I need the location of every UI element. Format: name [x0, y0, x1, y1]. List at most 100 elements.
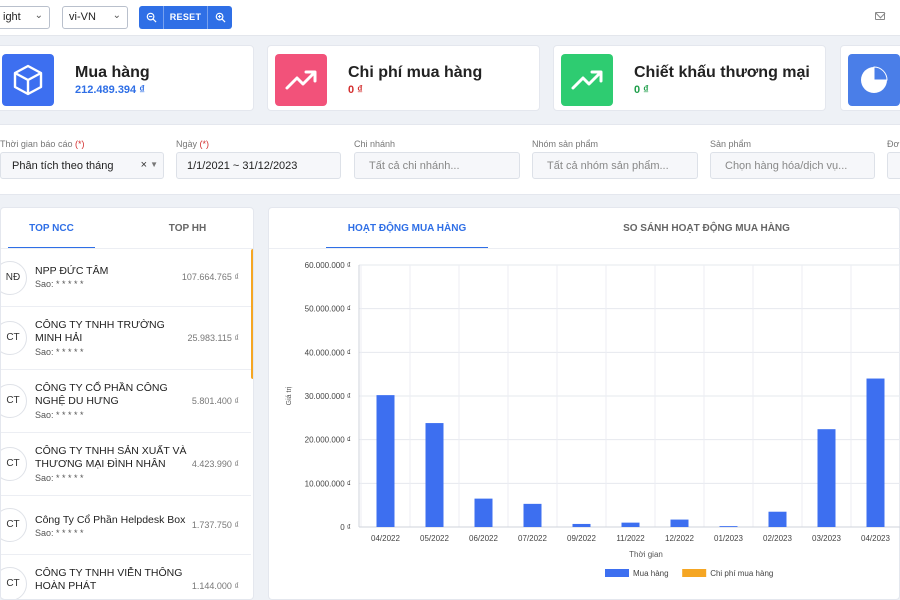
- tab-top-hh[interactable]: TOP HH: [168, 223, 207, 234]
- unit-label: Đơ: [887, 139, 900, 149]
- bar: [474, 498, 493, 527]
- avatar: CT: [1, 447, 27, 481]
- locale-select-value: vi-VN: [69, 11, 96, 23]
- report-time-select[interactable]: Phân tích theo tháng × ▼: [0, 152, 164, 179]
- y-tick-label: 40.000.000 ₫: [305, 348, 351, 357]
- y-tick-label: 60.000.000 ₫: [305, 261, 351, 270]
- supplier-rating: Sao: * * * * *: [35, 528, 84, 538]
- filter-bar: Thời gian báo cáo (*) Phân tích theo thá…: [0, 124, 900, 195]
- zoom-in-button[interactable]: [208, 6, 232, 29]
- y-axis-title: Giá trị: [286, 386, 293, 405]
- chevron-down-icon: ⌄: [112, 10, 121, 21]
- branch-placeholder: Tất cả chi nhánh...: [369, 160, 460, 172]
- list-item[interactable]: CT CÔNG TY CỔ PHẦN CÔNG NGHỆ DU HƯNG Sao…: [1, 370, 251, 433]
- list-scrollbar[interactable]: [251, 249, 253, 379]
- list-item[interactable]: CT CÔNG TY TNHH VIỄN THÔNG HOÀN PHÁT 1.1…: [1, 555, 251, 599]
- y-tick-label: 30.000.000 ₫: [305, 392, 351, 401]
- list-item[interactable]: NĐ NPP ĐỨC TÂM Sao: * * * * * 107.664.76…: [1, 249, 251, 307]
- avatar: CT: [1, 567, 27, 599]
- kpi-card-trade-discount: Chiết khấu thương mại 0 ₫: [553, 45, 826, 111]
- tab-top-ncc[interactable]: TOP NCC: [8, 208, 95, 249]
- supplier-rating: Sao: * * * * *: [35, 473, 84, 483]
- zoom-out-icon: [146, 12, 157, 23]
- x-tick-label: 09/2022: [567, 534, 596, 543]
- supplier-amount: 1.737.750 ₫: [191, 520, 239, 530]
- kpi-title: Chi phí mua hàng: [348, 64, 483, 81]
- branch-select[interactable]: Tất cả chi nhánh...: [354, 152, 520, 179]
- supplier-rating: Sao: * * * * *: [35, 410, 84, 420]
- supplier-amount: 25.983.115 ₫: [187, 333, 240, 343]
- bar: [523, 503, 542, 527]
- zoom-in-icon: [215, 12, 226, 23]
- x-tick-label: 07/2022: [518, 534, 547, 543]
- bar: [866, 378, 885, 527]
- date-range-input[interactable]: 1/1/2021 ~ 31/12/2023: [176, 152, 341, 179]
- bar: [425, 423, 444, 527]
- supplier-name: CÔNG TY TNHH VIỄN THÔNG HOÀN PHÁT: [35, 567, 183, 592]
- x-tick-label: 02/2023: [763, 534, 792, 543]
- x-tick-label: 06/2022: [469, 534, 498, 543]
- kpi-title: Mua hàng: [75, 64, 150, 81]
- bar: [670, 519, 689, 527]
- supplier-amount: 4.423.990 ₫: [191, 459, 239, 469]
- supplier-rating: Sao: * * * * *: [35, 347, 84, 357]
- supplier-amount: 1.144.000 ₫: [191, 581, 239, 591]
- purchase-activity-chart: 0 ₫ 10.000.000 ₫ 20.000.000 ₫ 30.000.000 ₫ 4…: [286, 261, 900, 578]
- product-select[interactable]: Chọn hàng hóa/dịch vụ...: [710, 152, 875, 179]
- list-item[interactable]: CT CÔNG TY TNHH SẢN XUẤT VÀ THƯƠNG MẠI Đ…: [1, 433, 251, 496]
- supplier-name: NPP ĐỨC TÂM: [35, 265, 109, 277]
- x-tick-label: 05/2022: [420, 534, 449, 543]
- bar: [817, 429, 836, 527]
- date-label: Ngày (*): [176, 139, 210, 149]
- branch-label: Chi nhánh: [354, 139, 396, 149]
- avatar: CT: [1, 321, 27, 355]
- zoom-out-button[interactable]: [139, 6, 163, 29]
- reset-button[interactable]: RESET: [163, 6, 208, 29]
- kpi-value: 0 ₫: [348, 84, 363, 96]
- kpi-value: 212.489.394 ₫: [75, 84, 145, 96]
- kpi-card-purchases: Mua hàng 212.489.394 ₫: [0, 45, 254, 111]
- zoom-controls: RESET: [139, 6, 232, 29]
- kpi-title: Chiết khấu thương mại: [634, 64, 810, 81]
- locale-select[interactable]: vi-VN ⌄: [62, 6, 128, 29]
- supplier-name: Công Ty Cổ Phần Helpdesk Box: [35, 514, 186, 526]
- x-tick-label: 01/2023: [714, 534, 743, 543]
- list-item[interactable]: CT CÔNG TY TNHH TRƯỜNG MINH HẢI Sao: * *…: [1, 307, 251, 370]
- report-time-label: Thời gian báo cáo (*): [0, 139, 85, 149]
- supplier-name: CÔNG TY CỔ PHẦN CÔNG NGHỆ DU HƯNG: [35, 382, 168, 407]
- theme-select[interactable]: ight ⌄: [0, 6, 50, 29]
- box-icon: [2, 54, 54, 106]
- chevron-down-icon: ⌄: [34, 10, 43, 21]
- legend-swatch: [682, 569, 707, 577]
- bar: [621, 522, 640, 527]
- top-suppliers-panel: TOP NCC TOP HH NĐ NPP ĐỨC TÂM Sao: * * *…: [0, 207, 254, 600]
- x-tick-label: 12/2022: [665, 534, 694, 543]
- caret-down-icon: ▼: [150, 160, 158, 169]
- theme-select-value: ight: [3, 11, 21, 23]
- product-placeholder: Chọn hàng hóa/dịch vụ...: [725, 160, 848, 172]
- purchase-activity-panel: HOẠT ĐỘNG MUA HÀNG SO SÁNH HOẠT ĐỘNG MUA…: [268, 207, 900, 600]
- unit-select[interactable]: [887, 152, 900, 179]
- x-axis-title: Thời gian: [629, 550, 663, 559]
- mail-icon[interactable]: [875, 12, 885, 20]
- trending-up-icon: [561, 54, 613, 106]
- avatar: CT: [1, 384, 27, 418]
- y-tick-label: 50.000.000 ₫: [305, 305, 351, 314]
- kpi-value: 0 ₫: [634, 84, 649, 96]
- avatar: CT: [1, 508, 27, 542]
- legend-label: Chi phí mua hàng: [710, 569, 773, 578]
- supplier-rating: Sao: * * * * *: [35, 279, 84, 289]
- y-tick-label: 0 ₫: [340, 523, 351, 532]
- kpi-card-partial: [840, 45, 900, 111]
- list-item[interactable]: CT Công Ty Cổ Phần Helpdesk Box Sao: * *…: [1, 496, 251, 555]
- supplier-name: CÔNG TY TNHH SẢN XUẤT VÀ THƯƠNG MẠI ĐÌNH…: [35, 445, 187, 470]
- trending-up-icon: [275, 54, 327, 106]
- product-group-label: Nhóm sản phẩm: [532, 139, 599, 149]
- supplier-amount: 107.664.765 ₫: [181, 272, 239, 282]
- tab-compare-purchase-activity[interactable]: SO SÁNH HOẠT ĐỘNG MUA HÀNG: [623, 223, 790, 234]
- date-range-value: 1/1/2021 ~ 31/12/2023: [187, 160, 298, 172]
- supplier-name: CÔNG TY TNHH TRƯỜNG MINH HẢI: [35, 319, 165, 344]
- product-group-select[interactable]: Tất cả nhóm sản phẩm...: [532, 152, 698, 179]
- bar: [572, 523, 591, 527]
- clear-icon[interactable]: ×: [140, 159, 147, 171]
